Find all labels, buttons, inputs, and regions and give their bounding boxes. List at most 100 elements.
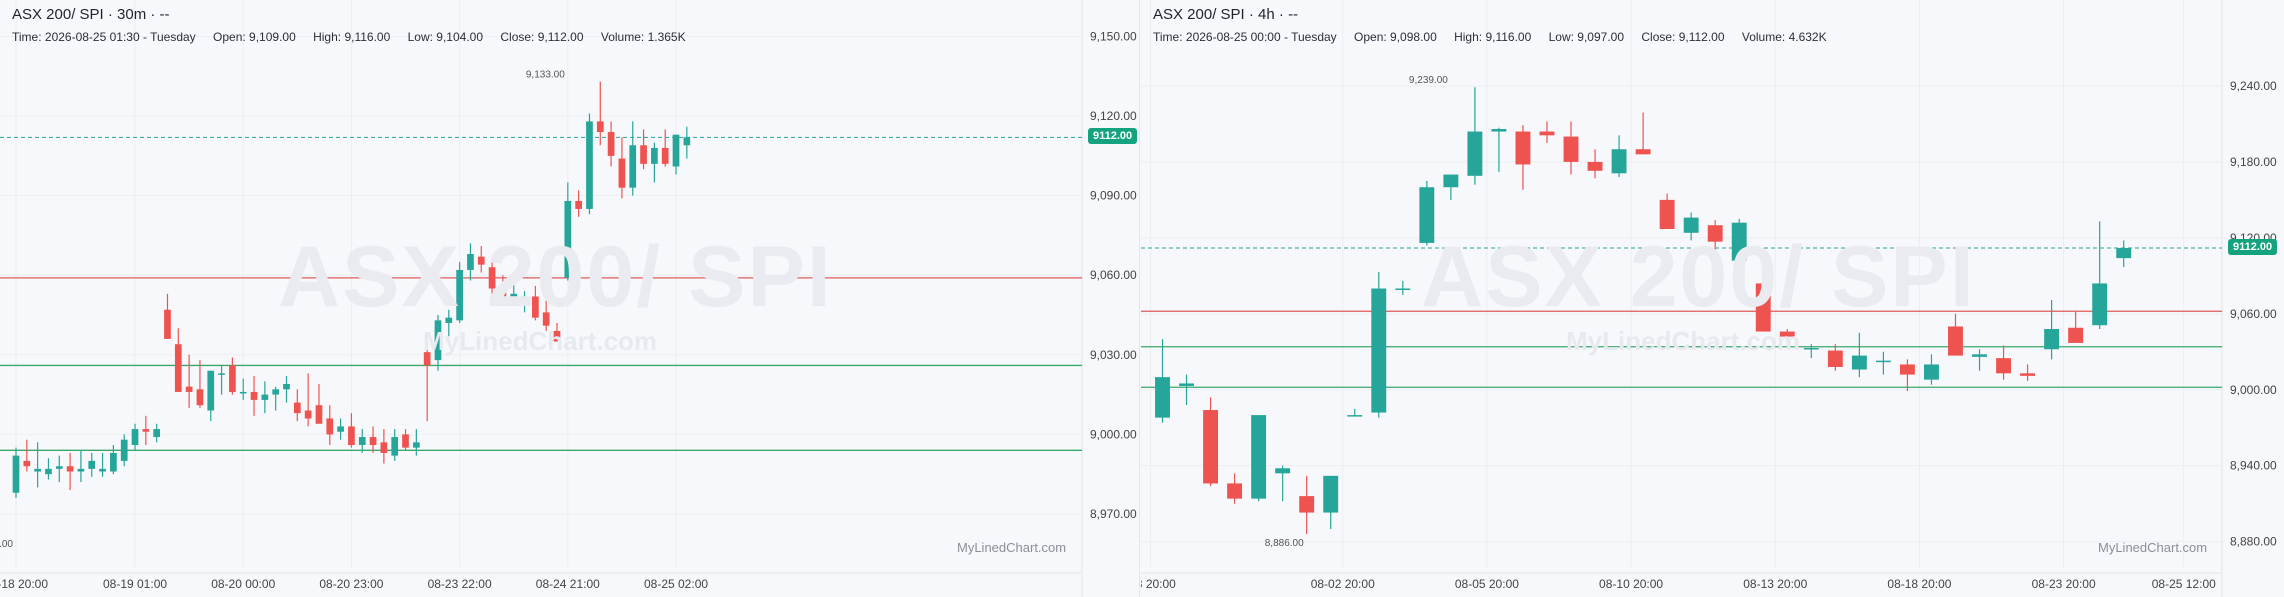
candle-body xyxy=(23,460,31,467)
candle-body xyxy=(229,365,236,392)
candle xyxy=(596,81,604,146)
chart-panel-30m: 9,133.00 8,962.00 8,970.00 9,000.00 9,030.00… xyxy=(0,0,1140,597)
candle xyxy=(1948,313,1963,356)
y-tick-label: 8,880.00 xyxy=(2230,535,2277,549)
candle-body xyxy=(640,145,647,164)
candle xyxy=(131,423,139,451)
candle xyxy=(661,129,669,167)
y-tick-label: 8,970.00 xyxy=(1090,507,1137,521)
candle xyxy=(283,376,290,403)
candle-body xyxy=(586,121,593,209)
candle-body xyxy=(1563,136,1579,162)
candle xyxy=(1419,180,1435,246)
candle xyxy=(618,137,626,199)
candle-body xyxy=(1299,496,1315,513)
extreme-label: 9,133.00 xyxy=(526,70,565,81)
candle xyxy=(456,261,463,323)
candle-body xyxy=(304,410,312,419)
candle xyxy=(1803,344,1819,359)
candle-body xyxy=(521,296,528,302)
candle-body xyxy=(185,386,193,392)
candle xyxy=(315,383,323,424)
x-tick-label: 08-13 20:00 xyxy=(1743,577,1807,591)
candle-body xyxy=(1635,149,1651,155)
candle xyxy=(88,452,96,477)
candle-body xyxy=(391,437,399,456)
candle-body xyxy=(2044,329,2060,350)
x-tick-label: 08-25 02:00 xyxy=(644,577,708,591)
ohlc-close: Close: 9,112.00 xyxy=(1641,30,1725,44)
candle xyxy=(488,261,496,297)
candle xyxy=(402,429,409,451)
candle xyxy=(2068,311,2084,343)
candle xyxy=(185,354,193,408)
candle xyxy=(45,458,52,480)
last-price-tag: 9112.00 xyxy=(1088,128,1138,145)
x-tick-label: 08-23 20:00 xyxy=(2032,577,2096,591)
candle-body xyxy=(1491,128,1507,132)
ohlc-readout: Time: 2026-08-25 00:00 - Tuesday Open: 9… xyxy=(1153,30,1841,44)
candle-body xyxy=(2116,247,2132,259)
brand-label: MyLinedChart.com xyxy=(2098,540,2208,555)
candle-body xyxy=(532,296,539,318)
candle xyxy=(2044,299,2060,360)
x-tick-label: 08-19 01:00 xyxy=(103,577,167,591)
candle-body xyxy=(488,267,496,289)
chart-canvas-30m[interactable]: 9,133.00 8,962.00 8,970.00 9,000.00 9,030.00… xyxy=(0,0,1139,597)
candle-body xyxy=(1683,217,1699,233)
candle-body xyxy=(110,452,117,472)
candle-body xyxy=(153,429,161,438)
candle-body xyxy=(1587,161,1603,171)
y-tick-label: 9,090.00 xyxy=(1090,189,1137,203)
candle xyxy=(293,389,301,422)
x-tick-label: 08-24 21:00 xyxy=(536,577,600,591)
candle xyxy=(521,291,528,313)
watermark-sub: MyLinedChart.com xyxy=(1566,326,1801,356)
x-tick-label: -28 20:00 xyxy=(1141,577,1176,591)
candle xyxy=(261,381,269,414)
candle-body xyxy=(45,468,52,475)
candle-body xyxy=(120,439,128,461)
candle xyxy=(1779,329,1795,342)
candle-body xyxy=(348,426,355,445)
candle xyxy=(477,246,485,273)
candle-body xyxy=(358,437,366,445)
candle xyxy=(1539,121,1555,143)
candle-body xyxy=(1972,354,1987,357)
candle-body xyxy=(55,466,63,469)
candle xyxy=(1972,349,1987,371)
x-tick-label: 08-10 20:00 xyxy=(1599,577,1663,591)
candle-body xyxy=(1924,364,1939,380)
chart-title: ASX 200/ SPI · 4h · -- xyxy=(1153,6,1299,23)
candle-body xyxy=(77,468,85,472)
candle-body xyxy=(272,389,280,395)
x-tick-label: 08-20 00:00 xyxy=(211,577,275,591)
candle-body xyxy=(1275,468,1291,474)
candle xyxy=(1635,112,1651,155)
candle-body xyxy=(1179,383,1194,386)
candle-body xyxy=(88,460,96,469)
candle xyxy=(196,360,204,408)
candle xyxy=(229,357,236,395)
candle-body xyxy=(1155,377,1170,418)
candle xyxy=(564,182,572,281)
candle-body xyxy=(250,391,258,400)
candle xyxy=(55,455,63,483)
candle xyxy=(434,315,442,371)
candle xyxy=(1491,127,1507,173)
candle xyxy=(1443,174,1459,200)
candle-body xyxy=(1731,222,1747,261)
candle xyxy=(34,442,41,488)
candle xyxy=(1996,345,2011,380)
candle-body xyxy=(618,158,626,188)
candle-body xyxy=(456,269,463,321)
candle xyxy=(1227,473,1243,504)
candle xyxy=(1155,339,1170,423)
y-tick-label: 9,030.00 xyxy=(1090,348,1137,362)
extreme-label: 9,239.00 xyxy=(1409,75,1448,86)
candle xyxy=(1203,397,1219,486)
candle-body xyxy=(683,137,691,146)
candle-body xyxy=(510,293,518,297)
candle-body xyxy=(1851,355,1867,370)
candle xyxy=(142,415,150,445)
